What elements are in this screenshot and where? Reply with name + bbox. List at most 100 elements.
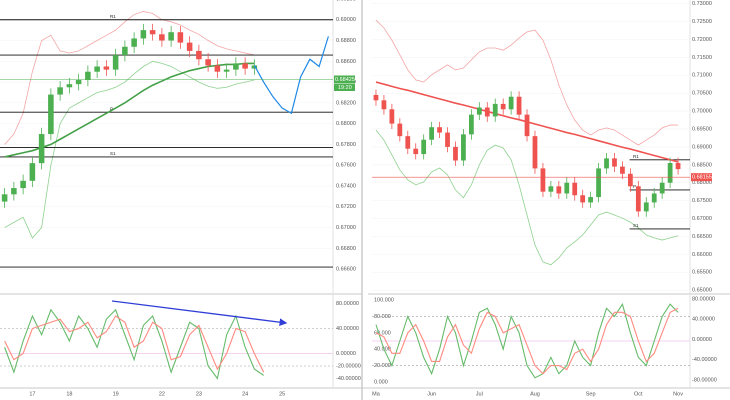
x-tick-label: Aug: [530, 391, 540, 397]
osc-y2-tick-label: 0.00000: [692, 337, 712, 343]
candle-body: [131, 38, 137, 47]
candle-body: [1, 194, 8, 202]
x-tick-label: Nov: [673, 391, 683, 397]
y-tick-label: 0.68200: [336, 100, 356, 106]
osc-tick-label: -20.00000: [336, 363, 361, 369]
last-price-label: 0.68155: [692, 175, 712, 181]
osc-tick-label: 20.000: [374, 363, 391, 369]
candle-body: [532, 136, 538, 169]
y-tick-label: 0.65500: [692, 270, 712, 276]
y-tick-label: 0.72000: [692, 37, 712, 43]
y-tick-label: 0.70000: [692, 109, 712, 115]
last-price-box: [691, 173, 712, 182]
osc-tick-label: 80.00000: [336, 301, 359, 307]
candle-body: [29, 163, 36, 181]
osc-tick-label: 40.00000: [336, 326, 359, 332]
candle-body: [667, 163, 673, 183]
candle-body: [381, 100, 387, 110]
candle-body: [75, 80, 82, 85]
candle-body: [205, 59, 211, 66]
osc-tick-label: -40.00000: [336, 376, 361, 382]
y-tick-label: 0.66500: [692, 234, 712, 240]
candle-body: [11, 188, 17, 195]
osc-y2-tick-label: -40.00000: [692, 357, 717, 363]
candle-body: [580, 195, 586, 203]
candle-body: [159, 34, 165, 41]
candle-body: [233, 63, 239, 70]
y-tick-label: 0.73000: [692, 1, 712, 7]
last-price-box: [334, 75, 355, 84]
candle-body: [556, 186, 562, 194]
candle-body: [48, 94, 54, 135]
candle-body: [604, 158, 609, 169]
x-tick-label: Ma: [372, 391, 381, 397]
candle-body: [429, 127, 435, 140]
y-tick-label: 0.72500: [692, 19, 712, 25]
y-tick-label: 0.67600: [336, 163, 356, 169]
candle-body: [57, 87, 63, 95]
pivot-label: R1: [633, 154, 639, 159]
candle-body: [168, 32, 174, 41]
candle-body: [20, 180, 26, 189]
band-lower: [375, 129, 679, 266]
pivot-label: P: [110, 106, 113, 111]
osc-tick-label: 0.000: [374, 379, 388, 385]
x-tick-label: Jul: [476, 391, 483, 397]
y-tick-label: 0.68600: [336, 59, 356, 65]
osc-tick-label: 80.000: [374, 314, 391, 320]
x-tick-label: 24: [242, 391, 248, 397]
y-tick-label: 0.69200: [336, 0, 356, 2]
candle-body: [122, 46, 128, 56]
candle-body: [140, 30, 147, 39]
candle-body: [103, 66, 110, 70]
y-tick-label: 0.67200: [336, 204, 356, 210]
pivot-label: R1: [110, 14, 116, 19]
band-upper: [375, 19, 679, 146]
candle-body: [484, 107, 490, 117]
x-tick-label: Sep: [586, 391, 596, 397]
y-tick-label: 0.71500: [692, 55, 712, 61]
y-tick-label: 0.66000: [692, 252, 712, 258]
candle-body: [251, 65, 258, 69]
y-tick-label: 0.66600: [336, 267, 356, 273]
last-price-note-box: [334, 83, 355, 91]
candle-body: [413, 148, 419, 155]
candle-body: [66, 84, 73, 88]
candle-body: [620, 166, 625, 174]
x-tick-label: 25: [279, 391, 285, 397]
last-price-note: 19:20: [338, 85, 352, 91]
x-tick-label: Oct: [634, 391, 643, 397]
x-tick-label: 22: [159, 391, 165, 397]
pivot-label: S1: [110, 151, 116, 156]
y-tick-label: 0.67800: [336, 142, 356, 148]
x-tick-label: 23: [196, 391, 202, 397]
candle-body: [214, 65, 221, 72]
y-tick-label: 0.70500: [692, 91, 712, 97]
y-tick-label: 0.68000: [336, 121, 356, 127]
x-tick-label: Jun: [427, 391, 436, 397]
candle-body: [85, 71, 91, 81]
candle-body: [508, 96, 514, 110]
candle-body: [421, 139, 427, 155]
osc-line: [375, 302, 679, 379]
pivot-label: S1: [633, 223, 639, 228]
candle-body: [659, 182, 665, 194]
candle-body: [548, 186, 554, 192]
y-tick-label: 0.67400: [336, 183, 356, 189]
candle-body: [112, 55, 119, 70]
y-tick-label: 0.66800: [336, 246, 356, 252]
candle-body: [453, 146, 458, 161]
candle-body: [94, 66, 100, 72]
candle-body: [572, 182, 578, 196]
candle-body: [445, 132, 450, 147]
candle-body: [596, 168, 601, 198]
candle-body: [564, 182, 570, 194]
osc-y2-tick-label: 40.00000: [692, 317, 715, 323]
y-tick-label: 0.67000: [336, 225, 356, 231]
candle-body: [627, 173, 633, 187]
trend-arrow: [111, 300, 288, 327]
candle-body: [373, 94, 379, 101]
last-price-label: 0.68425: [335, 77, 355, 83]
osc-y2-tick-label: 80.00000: [692, 296, 715, 302]
